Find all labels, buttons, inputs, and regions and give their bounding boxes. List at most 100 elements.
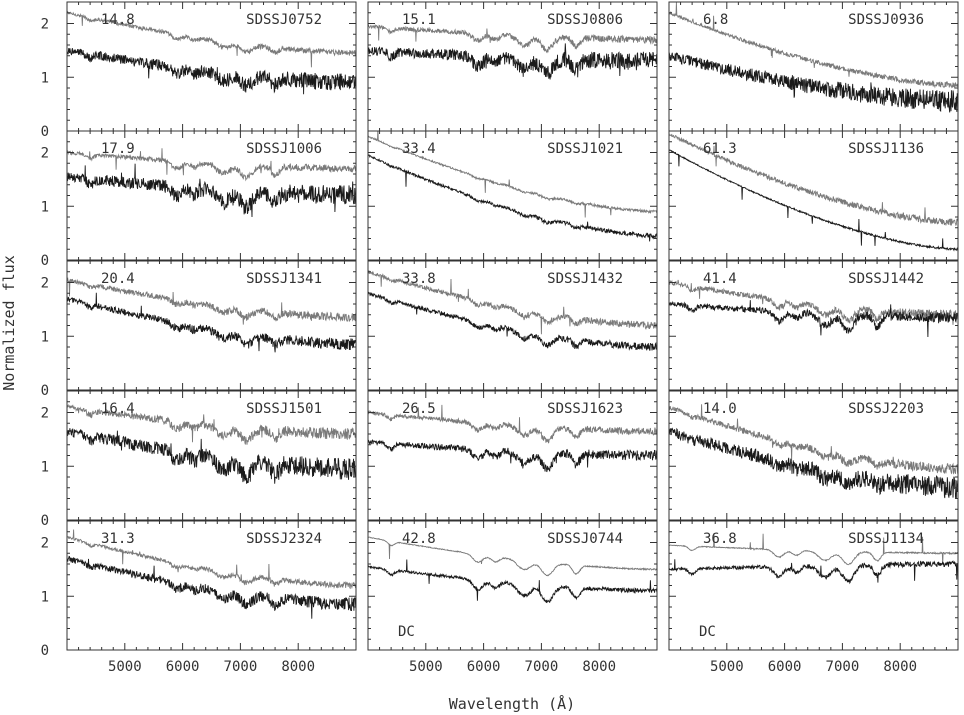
panel-dc-label: DC [398, 624, 415, 640]
spectrum-upper-SDSSJ2203 [669, 404, 958, 475]
spectrum-lower-SDSSJ1006 [67, 163, 356, 218]
spectrum-upper-SDSSJ1341 [67, 277, 356, 325]
y-tick-label: 2 [41, 17, 49, 33]
spectrum-upper-SDSSJ0936 [669, 2, 958, 90]
spectrum-upper-SDSSJ1134 [669, 533, 958, 566]
panel-number-label: 33.4 [402, 141, 436, 157]
x-tick-label: 7000 [224, 659, 258, 675]
panel-number-label: 16.4 [101, 401, 135, 417]
spectrum-lower-SDSSJ1021 [368, 154, 657, 242]
panel-number-label: 20.4 [101, 271, 135, 287]
y-tick-label: 0 [41, 383, 49, 399]
panel-SDSSJ0936: 6.8 SDSSJ0936 [668, 1, 959, 132]
x-tick-label: 7000 [826, 659, 860, 675]
spectrum-lower-SDSSJ0744 [368, 559, 657, 604]
panel-number-label: 15.1 [402, 12, 436, 28]
spectrum-upper-SDSSJ1501 [67, 403, 356, 445]
panel-name-label: SDSSJ1021 [547, 141, 623, 157]
spectrum-lower-SDSSJ2324 [67, 555, 356, 619]
panel-number-label: 14.8 [101, 12, 135, 28]
spectrum-upper-SDSSJ0806 [368, 23, 657, 54]
panel-name-label: SDSSJ0936 [848, 12, 924, 28]
spectrum-lower-SDSSJ1136 [669, 149, 958, 252]
panel-number-label: 14.0 [703, 401, 737, 417]
spectrum-lower-SDSSJ0752 [67, 47, 356, 95]
panel-number-label: 31.3 [101, 531, 135, 547]
panels-layer: 0 1 2 14.8 SDSSJ0752 15.1 SDSSJ0806 6.8 SDSSJ093… [41, 1, 959, 675]
panel-number-label: 33.8 [402, 271, 436, 287]
panel-name-label: SDSSJ1134 [848, 531, 924, 547]
panel-SDSSJ0744: 42.8 SDSSJ0744 DC [367, 520, 658, 651]
y-tick-label: 2 [41, 276, 49, 292]
x-tick-label: 8000 [281, 659, 315, 675]
x-tick-label: 6000 [467, 659, 501, 675]
x-axis-label: Wavelength (Å) [449, 694, 575, 713]
panel-SDSSJ1021: 33.4 SDSSJ1021 [367, 130, 658, 261]
spectrum-lower-SDSSJ1134 [669, 559, 958, 585]
spectrum-upper-SDSSJ1021 [368, 131, 657, 218]
spectrum-upper-SDSSJ1623 [368, 404, 657, 444]
panel-SDSSJ1134: 36.8 SDSSJ1134 DC [668, 520, 959, 651]
panel-SDSSJ1341: 0 1 2 20.4 SDSSJ1341 [41, 260, 357, 399]
panel-number-label: 61.3 [703, 141, 737, 157]
spectrum-lower-SDSSJ0936 [669, 52, 958, 113]
panel-number-label: 6.8 [703, 12, 728, 28]
y-tick-label: 1 [41, 199, 49, 215]
x-tick-label: 8000 [883, 659, 917, 675]
panel-name-label: SDSSJ1623 [547, 401, 623, 417]
panel-name-label: SDSSJ1442 [848, 271, 924, 287]
spectrum-lower-SDSSJ1442 [669, 300, 958, 338]
spectrum-upper-SDSSJ1432 [368, 269, 657, 335]
panel-SDSSJ1006: 0 1 2 17.9 SDSSJ1006 [41, 130, 357, 269]
y-tick-label: 0 [41, 253, 49, 269]
spectrum-lower-SDSSJ1432 [368, 291, 657, 351]
y-tick-label: 2 [41, 536, 49, 552]
panel-number-label: 36.8 [703, 531, 737, 547]
panel-SDSSJ2203: 14.0 SDSSJ2203 [668, 390, 959, 521]
y-tick-label: 1 [41, 459, 49, 475]
spectrum-lower-SDSSJ1341 [67, 292, 356, 353]
y-tick-label: 1 [41, 329, 49, 345]
spectrum-upper-SDSSJ0752 [67, 10, 356, 68]
y-tick-label: 2 [41, 146, 49, 162]
y-tick-label: 1 [41, 70, 49, 86]
spectrum-upper-SDSSJ1136 [669, 133, 958, 227]
y-tick-label: 1 [41, 589, 49, 605]
panel-number-label: 41.4 [703, 271, 737, 287]
x-tick-label: 8000 [582, 659, 616, 675]
x-tick-label: 5000 [409, 659, 443, 675]
y-axis-label: Normalized flux [0, 255, 18, 390]
panel-name-label: SDSSJ1006 [246, 141, 322, 157]
spectrum-lower-SDSSJ2203 [669, 427, 958, 499]
spectrum-upper-SDSSJ2324 [67, 529, 356, 590]
spectrum-upper-SDSSJ1006 [67, 148, 356, 182]
panel-number-label: 17.9 [101, 141, 135, 157]
x-tick-label: 6000 [768, 659, 802, 675]
panel-SDSSJ1623: 26.5 SDSSJ1623 [367, 390, 658, 521]
spectrum-upper-SDSSJ1442 [669, 279, 958, 325]
panel-name-label: SDSSJ0752 [246, 12, 322, 28]
panel-name-label: SDSSJ1341 [246, 271, 322, 287]
panel-SDSSJ1432: 33.8 SDSSJ1432 [367, 260, 658, 391]
panel-number-label: 26.5 [402, 401, 436, 417]
panel-name-label: SDSSJ1432 [547, 271, 623, 287]
spectrum-upper-SDSSJ0744 [368, 536, 657, 577]
panel-name-label: SDSSJ2203 [848, 401, 924, 417]
y-tick-label: 2 [41, 406, 49, 422]
spectrum-lower-SDSSJ1623 [368, 439, 657, 473]
panel-SDSSJ0806: 15.1 SDSSJ0806 [367, 1, 658, 132]
y-tick-label: 0 [41, 643, 49, 659]
y-tick-label: 0 [41, 124, 49, 140]
panel-name-label: SDSSJ0744 [547, 531, 623, 547]
panel-SDSSJ2324: 0 1 2 31.3 SDSSJ2324 [41, 520, 357, 659]
spectrum-lower-SDSSJ0806 [368, 43, 657, 80]
panel-number-label: 42.8 [402, 531, 436, 547]
panel-SDSSJ1136: 61.3 SDSSJ1136 [668, 130, 959, 261]
panel-dc-label: DC [699, 624, 716, 640]
x-tick-label: 5000 [710, 659, 744, 675]
panel-SDSSJ0752: 0 1 2 14.8 SDSSJ0752 [41, 1, 357, 140]
panel-name-label: SDSSJ1136 [848, 141, 924, 157]
panel-SDSSJ1501: 0 1 2 16.4 SDSSJ1501 [41, 390, 357, 529]
x-tick-label: 7000 [525, 659, 559, 675]
